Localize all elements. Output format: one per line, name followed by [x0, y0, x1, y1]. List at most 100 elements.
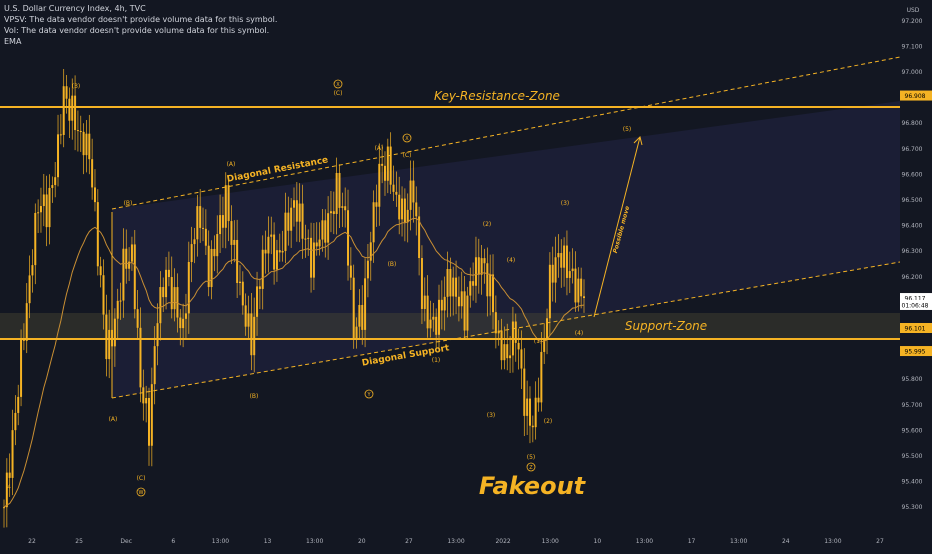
wave-label[interactable]: Z — [529, 465, 533, 471]
wave-label[interactable]: (4) — [507, 257, 516, 264]
candle-body — [170, 277, 173, 310]
candle-body — [517, 342, 520, 350]
wave-label[interactable]: X — [405, 136, 409, 142]
candle-body — [202, 227, 205, 229]
candle-body — [22, 339, 25, 341]
candle-body — [378, 163, 381, 207]
time-axis-bg — [0, 530, 900, 550]
legend-vpsv[interactable]: VPSV: The data vendor doesn't provide vo… — [4, 15, 278, 24]
wave-label[interactable]: 4 — [7, 484, 11, 491]
price-badge-label: 96.117 — [905, 296, 926, 303]
wave-label[interactable]: (2) — [544, 418, 553, 425]
key-resistance-label[interactable]: Key-Resistance-Zone — [434, 89, 560, 103]
wave-label[interactable]: (A) — [109, 416, 118, 423]
wave-label[interactable]: (A) — [227, 161, 236, 168]
candle-body — [432, 316, 435, 320]
wave-label[interactable]: (C) — [334, 90, 343, 97]
candle-body — [347, 210, 350, 266]
wave-label[interactable]: (3) — [561, 200, 570, 207]
time-axis[interactable]: 22 25 Dec 6 13:00 13 13:00 20 27 13:00 2022 13:00 10… — [0, 530, 900, 550]
candle-body — [344, 206, 347, 211]
legend-title[interactable]: U.S. Dollar Currency Index, 4h, TVC — [4, 4, 146, 13]
legend-vol[interactable]: Vol: The data vendor doesn't provide vol… — [4, 26, 270, 35]
wave-label[interactable]: (B) — [250, 393, 259, 400]
fakeout-label[interactable]: Fakeout — [479, 472, 587, 500]
wave-label[interactable]: (1) — [534, 338, 543, 345]
candle-body — [412, 180, 415, 203]
time-tick-label: 13:00 — [542, 538, 559, 545]
candle-body — [176, 287, 179, 318]
candle-body — [477, 257, 480, 275]
candle-body — [207, 245, 210, 288]
candle-body — [577, 278, 580, 303]
candle-body — [139, 327, 142, 388]
candle-body — [39, 206, 42, 213]
candle-body — [438, 299, 440, 335]
wave-label[interactable]: X — [336, 82, 340, 88]
candle-body — [91, 159, 94, 188]
wave-label[interactable]: (1) — [432, 357, 441, 364]
wave-label[interactable]: (C) — [403, 152, 412, 159]
candle-body — [563, 245, 566, 268]
wave-label[interactable]: (B) — [388, 261, 397, 268]
possible-move-arrow[interactable] — [593, 136, 641, 318]
candle-body — [62, 86, 65, 136]
support-zone-label[interactable]: Support-Zone — [625, 319, 707, 333]
diagonal-resistance-line[interactable] — [111, 56, 901, 210]
candle-body — [366, 260, 369, 279]
candle-body — [526, 398, 529, 416]
price-tick-label: 96.400 — [902, 223, 923, 230]
time-tick-label: 10 — [594, 538, 602, 545]
candle-body — [443, 296, 446, 311]
wave-label[interactable]: (5) — [527, 454, 536, 461]
candle-body — [11, 430, 14, 478]
wave-circle-icon — [364, 389, 374, 399]
wave-label[interactable]: (3) — [487, 412, 496, 419]
candle-body — [88, 133, 91, 160]
candle-body — [156, 323, 159, 347]
candle-body — [253, 316, 256, 356]
price-badge — [900, 293, 932, 304]
candle-body — [287, 212, 290, 231]
wave-label[interactable]: (2) — [483, 221, 492, 228]
candle-body — [256, 286, 259, 317]
candle-body — [261, 249, 264, 289]
wave-label[interactable]: Y — [366, 392, 371, 398]
candle-body — [281, 250, 284, 253]
candle-body — [580, 278, 583, 297]
wave-label[interactable]: (C) — [137, 475, 146, 482]
legend-ema[interactable]: EMA — [4, 37, 22, 46]
candle-body — [295, 200, 298, 222]
candle-body — [418, 216, 421, 259]
wave-circle-icon — [402, 133, 412, 143]
candle-body — [213, 248, 216, 257]
candle-body — [446, 268, 449, 297]
candle-body — [105, 314, 108, 360]
candle-body — [321, 220, 324, 240]
candle-body — [389, 146, 392, 185]
price-badge — [900, 299, 932, 310]
candle-body — [298, 203, 301, 222]
candle-body — [122, 248, 125, 301]
price-tick-label: 96.500 — [902, 197, 923, 204]
time-tick-label: 13:00 — [636, 538, 653, 545]
wave-label[interactable]: W — [139, 490, 144, 496]
candle-body — [221, 215, 224, 228]
candle-body — [352, 277, 355, 340]
candle-body — [568, 271, 571, 278]
wave-label[interactable]: (5) — [623, 126, 632, 133]
price-axis[interactable]: 97.20097.10097.00096.90096.80096.70096.6… — [900, 0, 932, 550]
currency-label[interactable]: USD — [907, 7, 920, 14]
diagonal-support-line[interactable] — [111, 261, 901, 399]
candle-body — [71, 95, 74, 121]
wave-label[interactable]: (3) — [72, 83, 81, 90]
candle-body — [349, 265, 352, 278]
candle-body — [520, 349, 523, 369]
wave-label[interactable]: (4) — [575, 330, 584, 337]
candle-body — [190, 244, 193, 262]
wave-label[interactable]: (B) — [124, 200, 133, 207]
candle-body — [219, 215, 222, 235]
wave-label[interactable]: (A) — [375, 145, 384, 152]
